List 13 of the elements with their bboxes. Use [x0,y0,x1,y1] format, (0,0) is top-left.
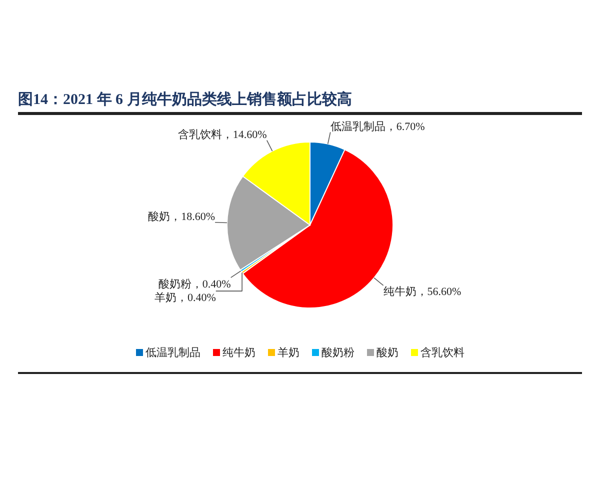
data-label: 酸奶粉，0.40% [158,278,231,290]
legend-label: 含乳饮料 [420,346,464,360]
data-label: 纯牛奶，56.60% [383,285,462,298]
legend-label: 酸奶 [376,346,398,360]
chart-title: 图14：2021 年 6 月纯牛奶品类线上销售额占比较高 [17,90,353,110]
legend-label: 羊奶 [278,346,300,360]
legend-label: 酸奶粉 [322,346,354,360]
data-label: 含乳饮料，14.60% [178,128,267,141]
data-label: 羊奶，0.40% [154,292,216,304]
data-label: 低温乳制品，6.70% [330,120,425,133]
legend-label: 低温乳制品 [146,346,200,360]
data-label: 酸奶，18.60% [148,210,216,223]
legend-label: 纯牛奶 [222,346,256,360]
